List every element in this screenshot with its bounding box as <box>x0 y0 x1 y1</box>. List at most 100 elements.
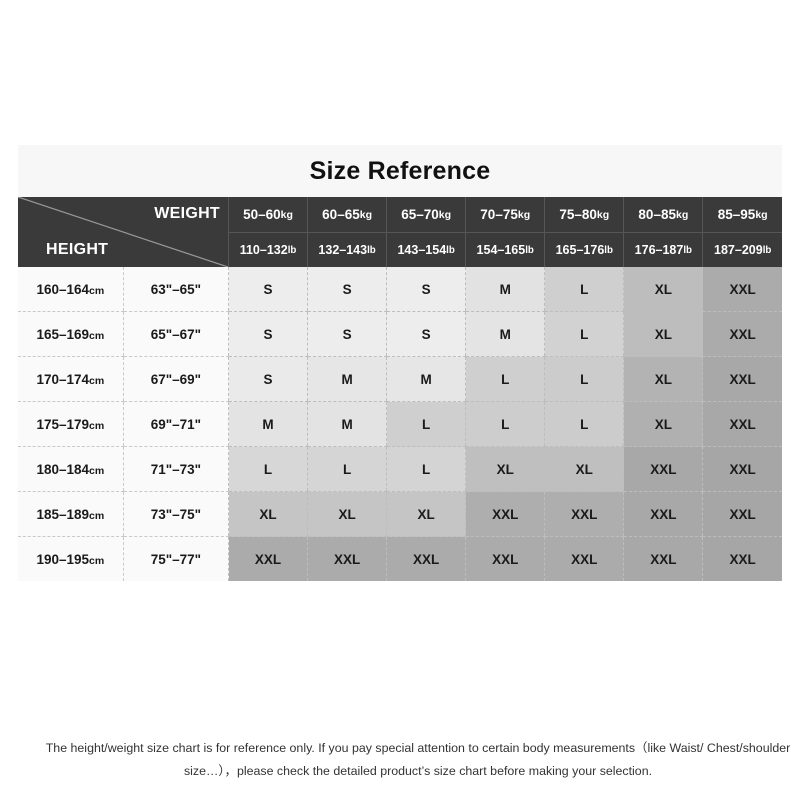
size-cell: XL <box>623 356 703 402</box>
kg-unit-1: kg <box>359 208 372 221</box>
size-cell: XXL <box>702 401 782 447</box>
weight-lb-5: 176–187 lb <box>624 233 702 267</box>
size-cell: XXL <box>702 536 782 581</box>
size-cell: XL <box>623 311 703 357</box>
height-cm-value-3: 175–179 <box>36 416 90 432</box>
size-cell: XXL <box>386 536 466 581</box>
weight-column-header-6: 85–95 kg 187–209 lb <box>702 197 782 267</box>
weight-lb-2: 143–154 lb <box>387 233 465 267</box>
lb-unit-4: lb <box>604 244 613 256</box>
lb-unit-1: lb <box>367 244 376 256</box>
height-cm-cell-5: 185–189cm <box>18 491 124 537</box>
weight-kg-value-6: 85–95 <box>717 207 756 222</box>
size-cell: L <box>465 356 545 402</box>
size-cell: XL <box>386 491 466 537</box>
size-cell: L <box>227 446 308 492</box>
size-cell: XL <box>465 446 545 492</box>
lb-unit-6: lb <box>762 244 772 256</box>
size-cell: M <box>307 401 387 447</box>
weight-column-header-2: 65–70 kg 143–154 lb <box>386 197 466 267</box>
size-cell: L <box>544 401 624 447</box>
lb-unit-3: lb <box>525 244 534 256</box>
size-cell: XXL <box>623 491 703 537</box>
table-row: 175–179cm 69"–71" M M L L L XL XXL <box>18 401 782 447</box>
weight-lb-value-6: 187–209 <box>714 243 763 257</box>
height-cm-value-4: 180–184 <box>36 461 90 477</box>
size-cell: M <box>465 267 545 312</box>
note-line-1: The height/weight size chart is for refe… <box>45 741 704 755</box>
weight-lb-0: 110–132 lb <box>229 233 307 267</box>
size-cell: L <box>465 401 545 447</box>
weight-column-header-0: 50–60 kg 110–132 lb <box>227 197 308 267</box>
size-cell: XXL <box>623 446 703 492</box>
cm-unit-0: cm <box>89 284 105 297</box>
size-reference-table: WEIGHT HEIGHT 50–60 kg 110–132 lb 60–65 kg … <box>18 197 782 581</box>
height-cm-value-0: 160–164 <box>36 281 90 297</box>
size-cell: XXL <box>465 536 545 581</box>
header-corner-cell: WEIGHT HEIGHT <box>18 197 229 267</box>
weight-kg-3: 70–75 kg <box>466 197 545 233</box>
size-cell: L <box>544 267 624 312</box>
height-in-cell-1: 65"–67" <box>122 311 229 357</box>
size-cell: XXL <box>465 491 545 537</box>
weight-lb-1: 132–143 lb <box>308 233 386 267</box>
lb-unit-0: lb <box>287 244 297 256</box>
note-line-2: Chest/shoulder size…），please check the d… <box>183 741 791 778</box>
weight-kg-value-5: 80–85 <box>638 207 676 222</box>
table-row: 180–184cm 71"–73" L L L XL XL XXL XXL <box>18 446 782 492</box>
page-title: Size Reference <box>309 156 491 185</box>
weight-lb-3: 154–165 lb <box>466 233 544 267</box>
weight-kg-2: 65–70 kg <box>387 197 466 233</box>
weight-column-header-3: 70–75 kg 154–165 lb <box>465 197 545 267</box>
size-cell: XXL <box>544 536 624 581</box>
size-cell: XXL <box>702 311 782 357</box>
size-cell: XXL <box>544 491 624 537</box>
size-cell: L <box>544 356 624 402</box>
header-label-weight: WEIGHT <box>154 205 220 222</box>
kg-unit-0: kg <box>280 208 293 221</box>
size-cell: L <box>307 446 387 492</box>
height-cm-cell-2: 170–174cm <box>18 356 124 402</box>
height-cm-cell-4: 180–184cm <box>18 446 124 492</box>
kg-unit-3: kg <box>517 208 531 221</box>
weight-column-header-1: 60–65 kg 132–143 lb <box>307 197 387 267</box>
size-cell: M <box>386 356 466 402</box>
size-cell: XL <box>544 446 624 492</box>
size-cell: S <box>386 267 466 312</box>
kg-unit-2: kg <box>438 208 452 221</box>
weight-kg-value-0: 50–60 <box>243 207 281 222</box>
size-cell: XL <box>623 401 703 447</box>
size-cell: S <box>227 267 308 312</box>
size-cell: XXL <box>702 356 782 402</box>
weight-kg-4: 75–80 kg <box>545 197 624 233</box>
size-cell: XXL <box>702 491 782 537</box>
height-in-cell-2: 67"–69" <box>122 356 229 402</box>
size-cell: M <box>307 356 387 402</box>
height-in-cell-6: 75"–77" <box>122 536 229 581</box>
height-cm-cell-6: 190–195cm <box>18 536 124 581</box>
height-cm-cell-0: 160–164cm <box>18 267 124 312</box>
table-row: 160–164cm 63"–65" S S S M L XL XXL <box>18 267 782 312</box>
size-chart: Size Reference WEIGHT HEIGHT 50 <box>18 145 790 778</box>
height-cm-cell-3: 175–179cm <box>18 401 124 447</box>
cm-unit-5: cm <box>89 509 105 522</box>
table-header-row: WEIGHT HEIGHT 50–60 kg 110–132 lb 60–65 kg … <box>18 197 782 267</box>
size-cell: S <box>227 356 308 402</box>
kg-unit-6: kg <box>755 208 768 221</box>
height-cm-value-2: 170–174 <box>36 371 90 387</box>
height-cm-cell-1: 165–169cm <box>18 311 124 357</box>
height-in-cell-5: 73"–75" <box>122 491 229 537</box>
weight-kg-value-1: 60–65 <box>322 207 360 222</box>
cm-unit-2: cm <box>89 374 105 387</box>
size-cell: XXL <box>702 267 782 312</box>
height-cm-value-1: 165–169 <box>36 326 90 342</box>
size-cell: L <box>386 401 466 447</box>
size-cell: XXL <box>227 536 308 581</box>
lb-unit-5: lb <box>683 244 693 256</box>
size-cell: S <box>307 311 387 357</box>
size-cell: XXL <box>307 536 387 581</box>
height-cm-value-5: 185–189 <box>36 506 90 522</box>
weight-lb-value-2: 143–154 <box>397 243 447 257</box>
weight-kg-value-2: 65–70 <box>401 207 439 222</box>
